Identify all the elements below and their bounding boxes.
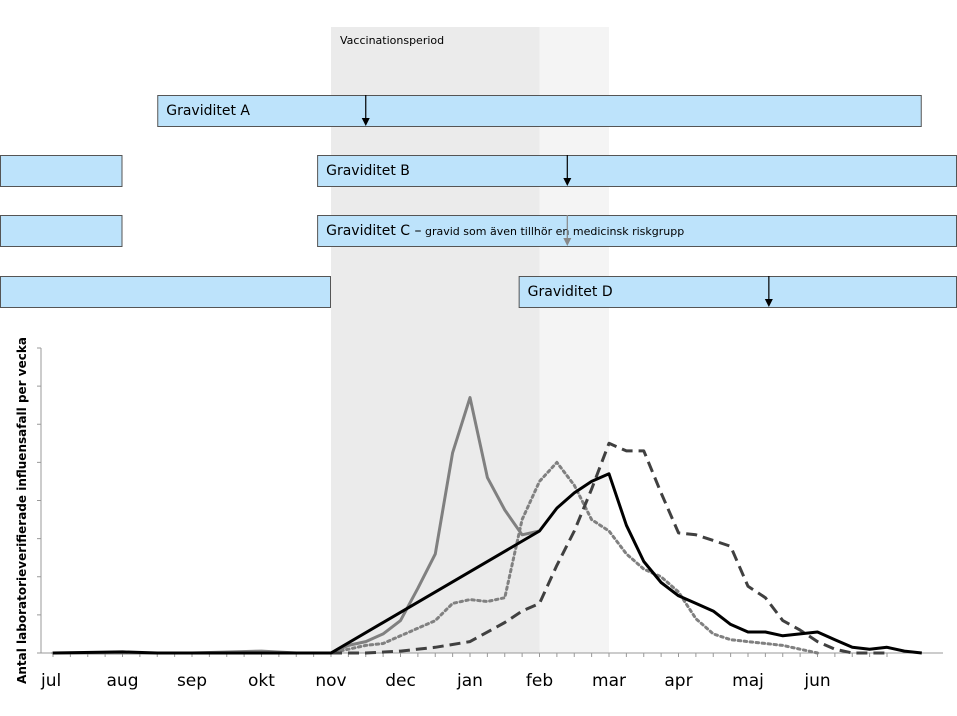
series-line-1 [53,396,540,655]
x-tick-label-sep: sep [177,671,207,691]
x-tick-labels: jul aug sep okt nov dec jan feb mar apr maj jun [40,671,831,691]
pregnancy-label: Graviditet B [326,163,410,179]
pregnancy-label: Graviditet D [528,284,613,300]
pregnancy-label: Graviditet A [166,103,250,119]
x-tick-label-mar: mar [592,671,626,691]
pregnancy-bar-segment [317,155,957,187]
delivery-marker-arrow [563,178,572,186]
x-tick-label-jul: jul [40,671,61,691]
pregnancy-bar-segment [317,215,957,247]
delivery-marker-arrow [563,238,572,246]
pregnancy-bar-segment [0,215,123,247]
vaccination-period-extended [539,27,609,653]
pregnancy-row-4: Graviditet D [0,276,957,308]
series-line-2 [51,460,819,655]
series-lines [51,396,922,655]
x-tick-label-maj: maj [732,671,764,691]
x-tick-label-dec: dec [385,671,416,691]
x-tick-label-nov: nov [315,671,346,691]
x-tick-label-jun: jun [803,671,830,691]
x-tick-label-okt: okt [248,671,275,691]
x-tick-label-feb: feb [526,671,553,691]
delivery-marker-arrow [361,118,370,126]
x-tick-label-aug: aug [107,671,139,691]
pregnancy-bar-segment [157,95,922,127]
delivery-marker-arrow [764,299,773,307]
pregnancy-bar-segment [0,155,123,187]
pregnancy-bar-segment [518,276,957,308]
pregnancy-row-3: Graviditet C – gravid som även tillhör e… [0,215,957,247]
pregnancy-row-1: Graviditet A [157,95,922,127]
pregnancy-label: Graviditet C – gravid som även tillhör e… [326,223,684,239]
vaccination-period-label: Vaccinationsperiod [340,34,444,47]
x-tick-label-apr: apr [664,671,692,691]
pregnancy-note: gravid som även tillhör en medicinsk ris… [422,225,685,238]
pregnancy-row-2: Graviditet B [0,155,957,187]
pregnancy-bars: Graviditet A Graviditet B Graviditet C – g… [0,95,957,308]
y-axis-label: Antal laboratorieverifierade influensafa… [15,337,29,684]
pregnancy-bar-segment [0,276,331,308]
series-line-4 [52,472,922,655]
series-line-3 [331,441,887,655]
x-tick-label-jan: jan [456,671,483,691]
